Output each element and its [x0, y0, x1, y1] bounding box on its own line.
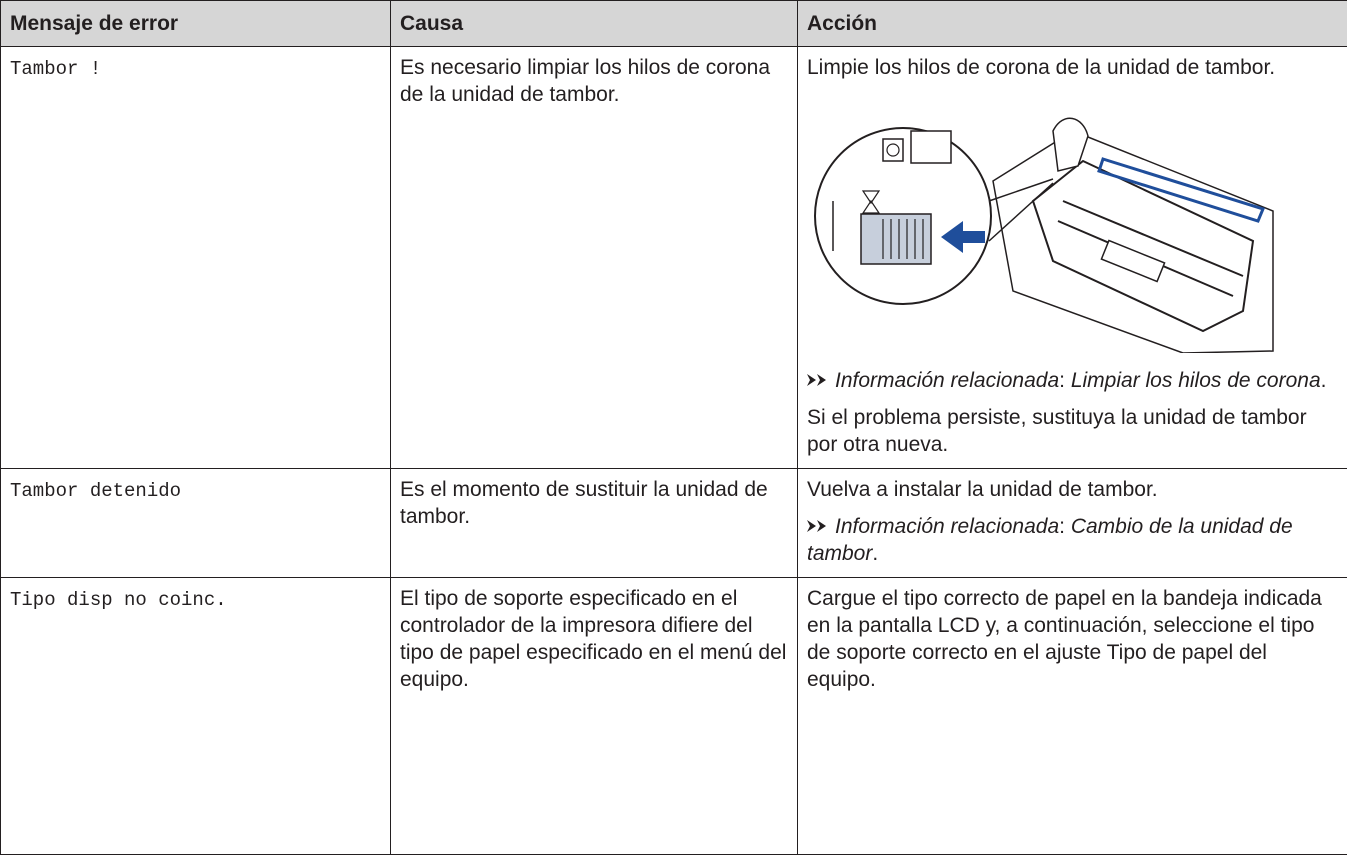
message-cell: Tambor !: [1, 47, 391, 469]
row: Tambor detenido Es el momento de sustitu…: [1, 469, 1347, 578]
cause-cell: El tipo de soporte especificado en el co…: [391, 578, 798, 855]
paragraph: Si el problema persiste, sustituya la un…: [807, 404, 1338, 458]
header-row: Mensaje de error Causa Acción: [1, 1, 1347, 47]
cause-cell: Es necesario limpiar los hilos de corona…: [391, 47, 798, 469]
action-cell: Limpie los hilos de corona de la unidad …: [798, 47, 1347, 469]
message-cell: Tipo disp no coinc.: [1, 578, 391, 855]
header-cell: Causa: [391, 1, 798, 47]
related-info: Información relacionada: Limpiar los hil…: [807, 367, 1338, 394]
related-info: Información relacionada: Cambio de la un…: [807, 513, 1338, 567]
paragraph: Vuelva a instalar la unidad de tambor.: [807, 476, 1338, 503]
paragraph: Limpie los hilos de corona de la unidad …: [807, 54, 1338, 81]
paragraph: Cargue el tipo correcto de papel en la b…: [807, 585, 1338, 693]
end-mark: .: [1321, 369, 1327, 392]
arrow-icon: [807, 519, 829, 533]
row: Tambor ! Es necesario limpiar los hilos …: [1, 47, 1347, 469]
related-link[interactable]: Limpiar los hilos de corona: [1071, 369, 1321, 392]
action-cell: Vuelva a instalar la unidad de tambor. I…: [798, 469, 1347, 578]
related-label: Información relacionada: [835, 515, 1059, 538]
arrow-icon: [807, 373, 829, 387]
separator: :: [1059, 369, 1065, 392]
message-cell: Tambor detenido: [1, 469, 391, 578]
header-cell: Mensaje de error: [1, 1, 391, 47]
illustration: [803, 91, 1283, 353]
header-cell: Acción: [798, 1, 1347, 47]
action-cell: Cargue el tipo correcto de papel en la b…: [798, 578, 1347, 855]
end-mark: .: [872, 542, 878, 565]
related-label: Información relacionada: [835, 369, 1059, 392]
row: Tipo disp no coinc. El tipo de soporte e…: [1, 578, 1347, 855]
separator: :: [1059, 515, 1065, 538]
cause-cell: Es el momento de sustituir la unidad de …: [391, 469, 798, 578]
